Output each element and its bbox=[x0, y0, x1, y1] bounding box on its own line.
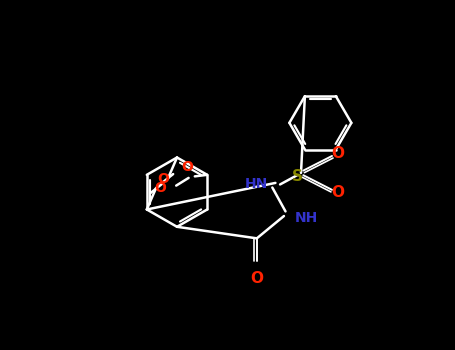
Text: O: O bbox=[157, 172, 170, 186]
Text: S: S bbox=[292, 169, 303, 184]
Text: O: O bbox=[332, 146, 345, 161]
Text: O: O bbox=[154, 181, 166, 195]
Text: O: O bbox=[332, 185, 345, 200]
Text: O: O bbox=[182, 160, 193, 174]
Text: O: O bbox=[250, 271, 263, 286]
Text: NH: NH bbox=[295, 211, 318, 225]
Text: HN: HN bbox=[245, 177, 268, 191]
